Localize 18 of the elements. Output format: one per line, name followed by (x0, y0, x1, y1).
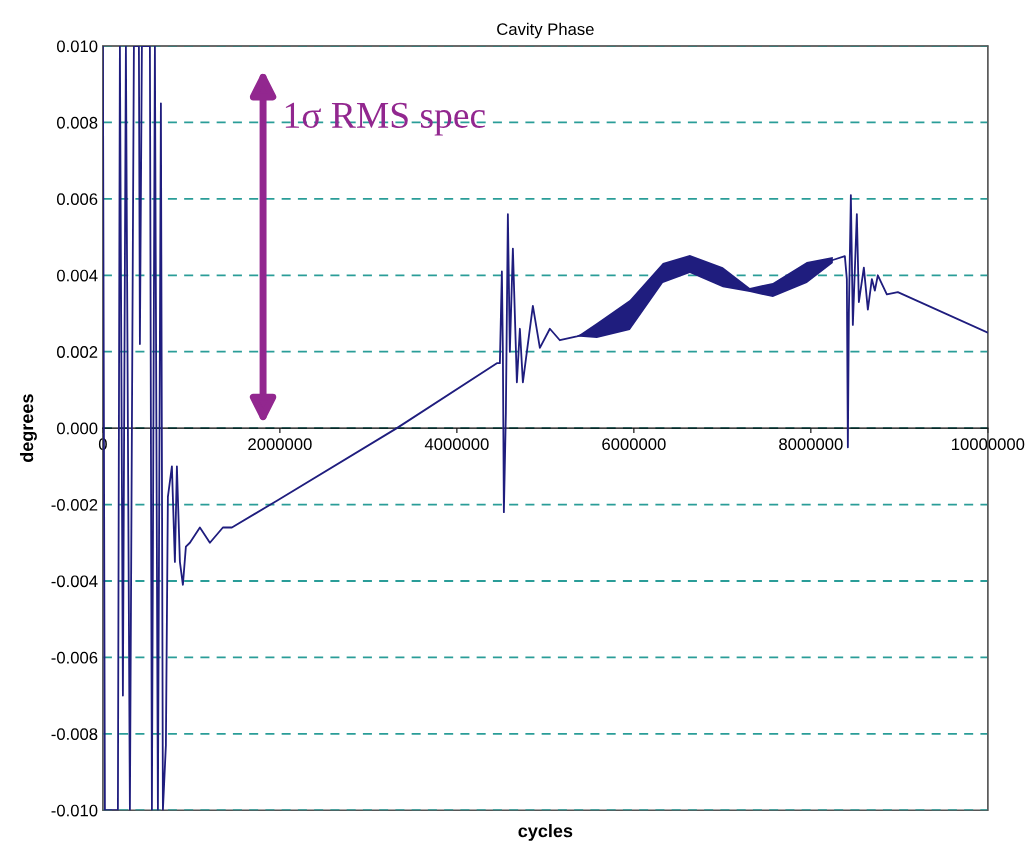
y-tick-label: -0.010 (51, 804, 98, 817)
chart-title: Cavity Phase (497, 22, 594, 39)
y-tick-label: 0.008 (56, 116, 98, 129)
x-tick-label: 6000000 (602, 438, 666, 451)
y-tick-label: 0.010 (56, 40, 98, 53)
y-tick-label: 0.000 (56, 422, 98, 435)
y-tick-label: -0.004 (51, 575, 98, 588)
y-tick-label: 0.006 (56, 193, 98, 206)
x-tick-label: 2000000 (248, 438, 312, 451)
x-tick-label: 8000000 (779, 438, 843, 451)
y-tick-label: -0.002 (51, 498, 98, 511)
y-tick-label: 0.002 (56, 346, 98, 358)
x-axis-title: cycles (518, 824, 573, 841)
y-tick-label: -0.008 (51, 728, 98, 741)
y-axis-title: degrees (19, 394, 37, 463)
y-tick-label: -0.006 (51, 651, 98, 664)
y-tick-label: 0.004 (56, 269, 98, 282)
x-tick-label: 4000000 (424, 438, 489, 451)
